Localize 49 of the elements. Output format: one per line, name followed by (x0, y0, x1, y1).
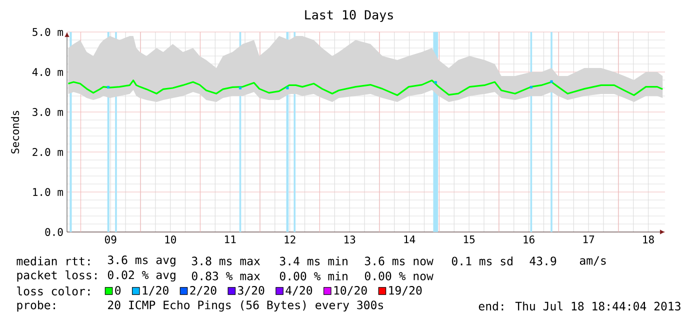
point (434, 81, 437, 84)
point (550, 80, 553, 83)
text: 0.02 % avg (108, 270, 176, 282)
text: loss color: (17, 286, 90, 296)
x-tick-label: 18 (643, 236, 654, 244)
text: 3.6 ms now (364, 256, 434, 266)
text: am/s (580, 256, 606, 266)
legend-label: 1/20 (142, 286, 168, 296)
y-tick-label: 2.0 m (32, 148, 63, 156)
x-tick-label: 13 (344, 236, 356, 244)
text: probe: (17, 300, 55, 312)
text: median rtt: (16, 256, 90, 266)
text: packet loss: (17, 270, 97, 282)
text: 3.6 ms avg (108, 256, 176, 266)
x-tick-label: 09 (104, 236, 116, 244)
legend-label: 4/20 (286, 286, 312, 296)
text: 0.83 % max (192, 272, 260, 280)
point (238, 86, 242, 90)
text: 3.4 ms min (280, 256, 348, 266)
y-tick-label: 5.0 m (32, 28, 63, 36)
point (530, 86, 532, 88)
legend-label: 0 (115, 286, 121, 295)
text: 0.1 ms sd (452, 256, 512, 266)
text: 43.9 (530, 256, 556, 266)
x-tick-label: 10 (165, 236, 176, 244)
legend-label: 3/20 (238, 286, 264, 296)
x-tick-label: 17 (583, 236, 594, 244)
text: end: Thu Jul 18 18:44:04 2013 (478, 302, 680, 310)
chart-title: Last 10 Days (305, 10, 393, 22)
y-tick-label: 3.0 m (32, 108, 63, 116)
y-tick-label: 0.0 (45, 228, 63, 236)
text: 0.00 % now (364, 272, 434, 280)
legend-label: 2/20 (190, 286, 216, 296)
x-tick-label: 15 (464, 236, 475, 244)
x-tick-label: 11 (225, 236, 236, 244)
legend-label: 19/20 (389, 286, 422, 296)
x-tick-label: 12 (284, 236, 296, 244)
y-tick-label: 4.0 m (32, 68, 63, 76)
text: 20 ICMP Echo Pings (56 Bytes) every 300s (108, 300, 383, 312)
text: 0.00 % min (280, 272, 348, 280)
text: 3.8 ms max (192, 256, 260, 266)
y-tick-label: 1.0 m (33, 188, 63, 196)
x-tick-label: 16 (524, 236, 534, 244)
point (286, 86, 289, 90)
legend-label: 10/20 (334, 286, 367, 296)
x-tick-label: 14 (404, 236, 416, 244)
y-axis-title: Seconds (10, 110, 20, 154)
line-series (67, 80, 664, 96)
point (106, 86, 110, 88)
